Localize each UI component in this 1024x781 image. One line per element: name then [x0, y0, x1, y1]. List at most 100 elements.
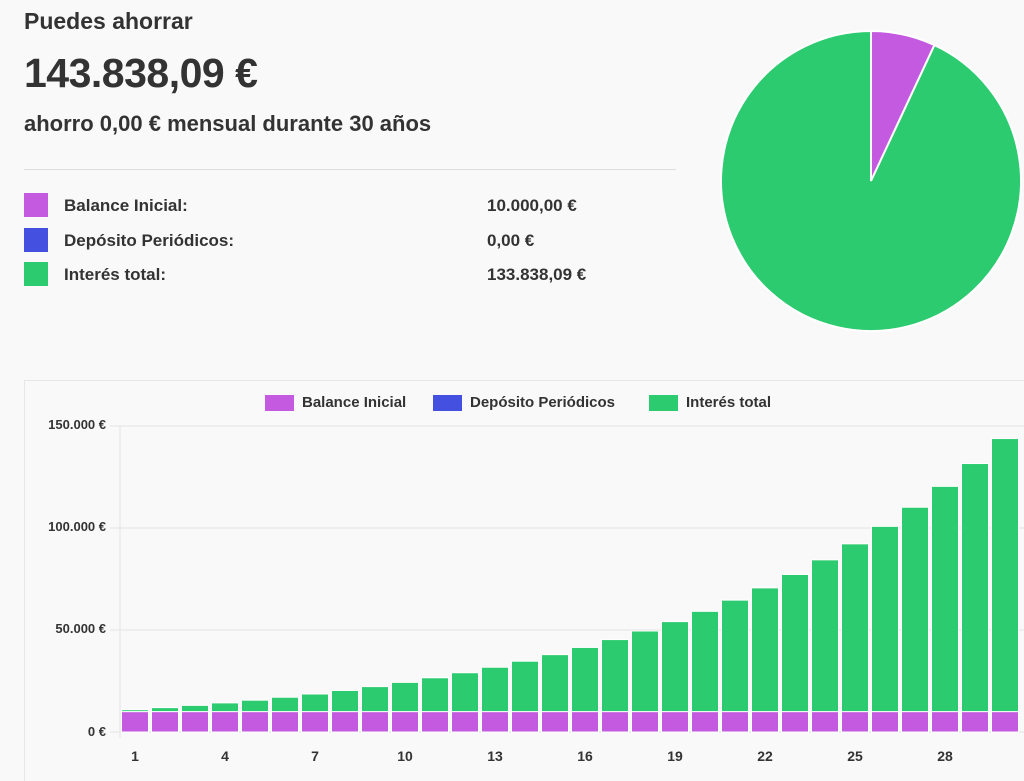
legend-swatch: [433, 395, 462, 411]
bar-inter-s-total-year-27[interactable]: [901, 506, 929, 713]
bar-balance-inicial-year-27[interactable]: [901, 711, 929, 733]
bar-inter-s-total-year-2[interactable]: [151, 707, 179, 713]
summary-value: 0,00 €: [487, 231, 535, 250]
bar-balance-inicial-year-6[interactable]: [271, 711, 299, 733]
summary-row-deposits: Depósito Periódicos: 0,00 €: [24, 228, 664, 254]
bar-balance-inicial-year-5[interactable]: [241, 711, 269, 733]
bar-balance-inicial-year-16[interactable]: [571, 711, 599, 733]
bar-balance-inicial-year-7[interactable]: [301, 711, 329, 733]
bar-inter-s-total-year-13[interactable]: [481, 666, 509, 713]
bar-balance-inicial-year-22[interactable]: [751, 711, 779, 733]
x-tick-label: 1: [131, 748, 139, 764]
interest-swatch: [24, 262, 48, 286]
x-tick-label: 16: [577, 748, 593, 764]
x-tick-label: 13: [487, 748, 503, 764]
bar-balance-inicial-year-29[interactable]: [961, 711, 989, 733]
x-tick-label: 19: [667, 748, 683, 764]
y-tick-label: 50.000 €: [55, 621, 106, 636]
balance-swatch: [24, 193, 48, 217]
bar-inter-s-total-year-5[interactable]: [241, 699, 269, 713]
bar-balance-inicial-year-15[interactable]: [541, 711, 569, 733]
x-tick-label: 28: [937, 748, 953, 764]
bar-balance-inicial-year-24[interactable]: [811, 711, 839, 733]
summary-label: Interés total:: [64, 265, 167, 284]
bar-balance-inicial-year-14[interactable]: [511, 711, 539, 733]
bar-inter-s-total-year-10[interactable]: [391, 681, 419, 713]
legend-label: Interés total: [686, 394, 772, 411]
bar-inter-s-total-year-30[interactable]: [991, 438, 1019, 713]
bar-inter-s-total-year-12[interactable]: [451, 672, 479, 713]
x-tick-label: 25: [847, 748, 863, 764]
bar-balance-inicial-year-20[interactable]: [691, 711, 719, 733]
bar-chart: [110, 425, 1024, 738]
bar-balance-inicial-year-28[interactable]: [931, 711, 959, 733]
bar-inter-s-total-year-22[interactable]: [751, 587, 779, 713]
bar-balance-inicial-year-10[interactable]: [391, 711, 419, 733]
deposits-swatch: [24, 228, 48, 252]
legend-label: Balance Inicial: [302, 394, 407, 411]
bar-inter-s-total-year-29[interactable]: [961, 463, 989, 713]
y-tick-label: 100.000 €: [48, 519, 106, 534]
bar-balance-inicial-year-9[interactable]: [361, 711, 389, 733]
bar-balance-inicial-year-8[interactable]: [331, 711, 359, 733]
x-tick-label: 7: [311, 748, 319, 764]
bar-balance-inicial-year-11[interactable]: [421, 711, 449, 733]
bar-inter-s-total-year-23[interactable]: [781, 573, 809, 713]
summary-value: 133.838,09 €: [487, 265, 587, 284]
bar-inter-s-total-year-19[interactable]: [661, 621, 689, 713]
bar-balance-inicial-year-21[interactable]: [721, 711, 749, 733]
bar-inter-s-total-year-3[interactable]: [181, 704, 209, 713]
bar-balance-inicial-year-13[interactable]: [481, 711, 509, 733]
bar-inter-s-total-year-4[interactable]: [211, 702, 239, 713]
bar-inter-s-total-year-15[interactable]: [541, 654, 569, 713]
summary-row-interest: Interés total: 133.838,09 €: [24, 262, 664, 288]
subtitle: Puedes ahorrar: [24, 8, 193, 34]
bar-inter-s-total-year-9[interactable]: [361, 686, 389, 713]
bar-chart-panel: [24, 380, 1024, 781]
bar-balance-inicial-year-19[interactable]: [661, 711, 689, 733]
bar-inter-s-total-year-7[interactable]: [301, 693, 329, 713]
bar-balance-inicial-year-4[interactable]: [211, 711, 239, 733]
bar-inter-s-total-year-24[interactable]: [811, 559, 839, 713]
bar-inter-s-total-year-16[interactable]: [571, 646, 599, 713]
bar-inter-s-total-year-6[interactable]: [271, 696, 299, 713]
bar-inter-s-total-year-25[interactable]: [841, 543, 869, 713]
pie-chart: [720, 29, 1022, 332]
pie-slice-inter-s-total[interactable]: [720, 29, 1022, 332]
total-savings: 143.838,09 €: [24, 50, 258, 96]
bar-inter-s-total-year-26[interactable]: [871, 525, 899, 713]
bar-inter-s-total-year-20[interactable]: [691, 610, 719, 713]
bar-balance-inicial-year-25[interactable]: [841, 711, 869, 733]
summary-label: Balance Inicial:: [64, 196, 188, 215]
bar-balance-inicial-year-12[interactable]: [451, 711, 479, 733]
y-tick-label: 0 €: [87, 724, 106, 739]
bar-inter-s-total-year-14[interactable]: [511, 660, 539, 713]
bar-balance-inicial-year-2[interactable]: [151, 711, 179, 733]
bar-balance-inicial-year-17[interactable]: [601, 711, 629, 733]
bar-inter-s-total-year-28[interactable]: [931, 485, 959, 713]
divider: [24, 169, 676, 170]
bar-inter-s-total-year-17[interactable]: [601, 639, 629, 713]
bar-inter-s-total-year-21[interactable]: [721, 599, 749, 713]
summary-value: 10.000,00 €: [487, 196, 577, 215]
savings-description: ahorro 0,00 € mensual durante 30 años: [24, 111, 432, 136]
x-tick-label: 4: [221, 748, 229, 764]
bar-balance-inicial-year-3[interactable]: [181, 711, 209, 733]
bar-balance-inicial-year-26[interactable]: [871, 711, 899, 733]
legend-label: Depósito Periódicos: [470, 394, 616, 411]
bar-balance-inicial-year-1[interactable]: [121, 711, 149, 733]
bar-balance-inicial-year-18[interactable]: [631, 711, 659, 733]
bar-inter-s-total-year-8[interactable]: [331, 689, 359, 713]
y-tick-label: 150.000 €: [48, 417, 106, 432]
summary-row-balance: Balance Inicial: 10.000,00 €: [24, 193, 664, 219]
x-tick-label: 10: [397, 748, 413, 764]
legend-swatch: [265, 395, 294, 411]
bar-balance-inicial-year-30[interactable]: [991, 711, 1019, 733]
x-tick-label: 22: [757, 748, 773, 764]
bar-balance-inicial-year-23[interactable]: [781, 711, 809, 733]
legend-swatch: [649, 395, 678, 411]
bar-inter-s-total-year-11[interactable]: [421, 677, 449, 713]
summary-label: Depósito Periódicos:: [64, 231, 235, 250]
bar-inter-s-total-year-1[interactable]: [121, 709, 149, 713]
bar-inter-s-total-year-18[interactable]: [631, 630, 659, 713]
